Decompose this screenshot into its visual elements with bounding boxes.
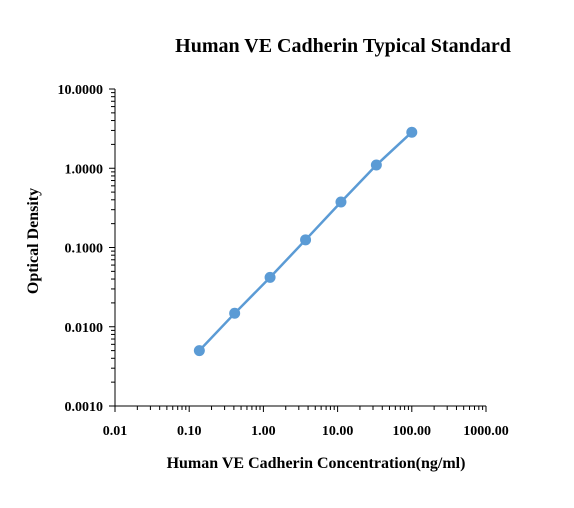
data-point — [193, 345, 205, 357]
x-axis-label: Human VE Cadherin Concentration(ng/ml) — [167, 455, 466, 472]
series — [193, 126, 418, 357]
data-point — [300, 234, 312, 246]
data-point — [264, 271, 276, 283]
y-tick-label: 10.0000 — [58, 83, 104, 98]
data-point — [229, 307, 241, 319]
y-tick-label: 0.1000 — [65, 242, 104, 257]
chart-title: Human VE Cadherin Typical Standard — [175, 35, 511, 57]
axes — [114, 89, 486, 407]
x-tick-label: 10.00 — [322, 424, 354, 439]
data-point — [335, 196, 347, 208]
y-tick-label: 0.0100 — [65, 321, 104, 336]
data-point — [370, 159, 382, 171]
x-tick-label: 100.00 — [393, 424, 432, 439]
data-point — [406, 126, 418, 138]
x-tick-label: 0.01 — [103, 424, 128, 439]
y-tick-label: 0.0010 — [65, 400, 104, 415]
y-axis-label: Optical Density — [25, 188, 42, 294]
ticks: 0.01 0.10 1.00 10.00 100.00 1000.00 0.0010 0.01… — [58, 83, 509, 439]
x-tick-label: 1.00 — [251, 424, 276, 439]
x-tick-label: 0.10 — [177, 424, 202, 439]
x-tick-label: 1000.00 — [463, 424, 509, 439]
y-tick-label: 1.0000 — [65, 162, 104, 177]
